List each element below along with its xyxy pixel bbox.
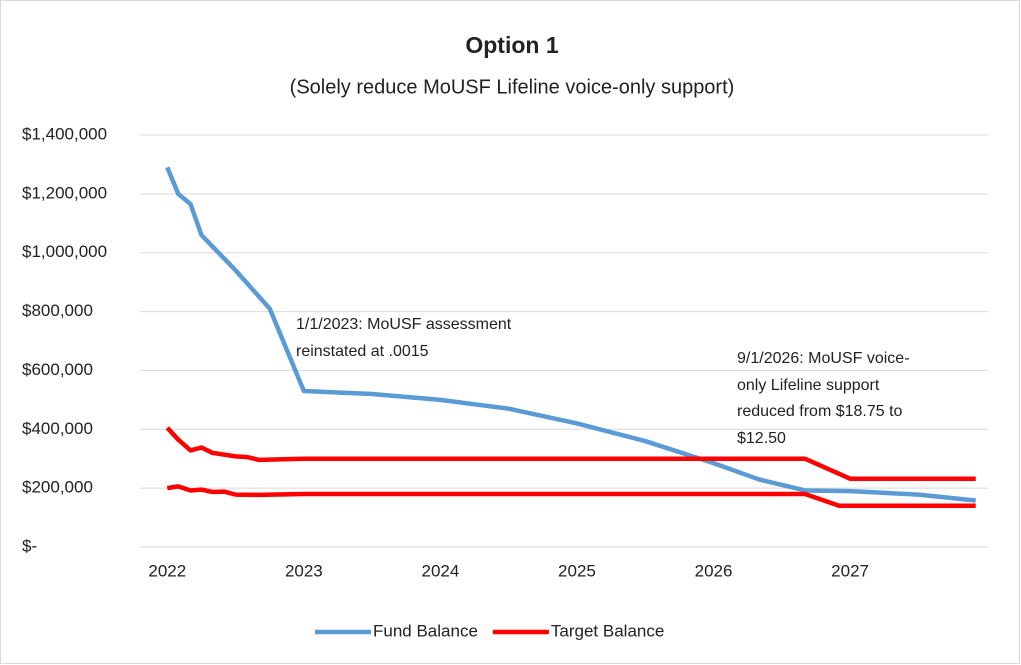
annotation-line: reduced from $18.75 to [737, 403, 903, 420]
x-tick-label: 2022 [148, 561, 186, 580]
series-line [165, 166, 976, 503]
legend: Fund Balance Target Balance [315, 621, 664, 640]
x-tick-label: 2025 [558, 561, 596, 580]
x-tick-label: 2024 [422, 561, 460, 580]
annotation-line: 9/1/2026: MoUSF voice- [737, 350, 910, 367]
chart-subtitle: (Solely reduce MoUSF Lifeline voice-only… [290, 76, 735, 98]
annotation: 9/1/2026: MoUSF voice- only Lifeline sup… [737, 350, 910, 447]
y-tick-label: $1,200,000 [22, 183, 107, 202]
x-tick-label: 2023 [285, 561, 323, 580]
x-tick-label: 2026 [695, 561, 733, 580]
y-tick-label: $1,400,000 [22, 124, 107, 143]
y-tick-label: $800,000 [22, 301, 93, 320]
chart-title: Option 1 [465, 32, 558, 58]
annotation-line: 1/1/2023: MoUSF assessment [296, 316, 512, 333]
annotation-line: reinstated at .0015 [296, 343, 429, 360]
annotation-line: only Lifeline support [737, 377, 880, 394]
y-tick-label: $600,000 [22, 360, 93, 379]
y-tick-label: $400,000 [22, 419, 93, 438]
plot-area: $- $200,000 $400,000 $600,000 $800,000 $1,000… [22, 124, 988, 580]
y-tick-label: $200,000 [22, 478, 93, 497]
series-line [166, 484, 976, 509]
annotation-line: $12.50 [737, 430, 786, 447]
y-tick-label: $- [22, 536, 37, 555]
x-tick-label: 2027 [831, 561, 869, 580]
y-tick-label: $1,000,000 [22, 242, 107, 261]
legend-label: Target Balance [551, 621, 664, 640]
legend-label: Fund Balance [373, 621, 478, 640]
annotation: 1/1/2023: MoUSF assessment reinstated at… [296, 316, 512, 360]
series-line [165, 426, 976, 481]
